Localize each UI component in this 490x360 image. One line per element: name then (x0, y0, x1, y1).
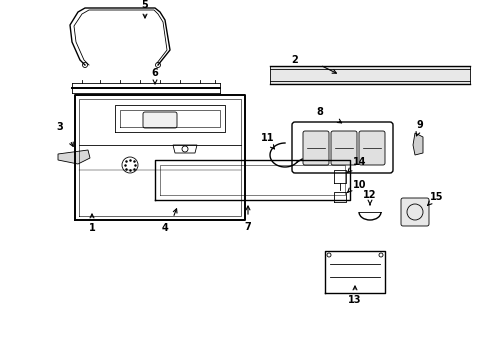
Text: 7: 7 (245, 222, 251, 232)
FancyBboxPatch shape (303, 131, 329, 165)
Bar (270, 66, 470, 84)
Text: 3: 3 (57, 122, 63, 132)
Polygon shape (413, 133, 423, 155)
Text: 13: 13 (348, 295, 362, 305)
FancyBboxPatch shape (359, 131, 385, 165)
Circle shape (82, 63, 88, 68)
Polygon shape (58, 150, 90, 164)
FancyBboxPatch shape (401, 198, 429, 226)
FancyBboxPatch shape (292, 122, 393, 173)
Text: 5: 5 (142, 0, 148, 10)
Text: 14: 14 (353, 157, 367, 167)
FancyBboxPatch shape (143, 112, 177, 128)
Text: 12: 12 (363, 190, 377, 200)
Circle shape (155, 63, 161, 68)
Text: 10: 10 (353, 180, 367, 190)
Text: 4: 4 (162, 223, 169, 233)
Text: 11: 11 (261, 133, 275, 143)
Text: 9: 9 (416, 120, 423, 130)
Text: 8: 8 (317, 107, 323, 117)
Text: 1: 1 (89, 223, 96, 233)
FancyBboxPatch shape (331, 131, 357, 165)
Text: 15: 15 (430, 192, 444, 202)
Text: 6: 6 (151, 68, 158, 78)
Text: 2: 2 (292, 55, 298, 65)
